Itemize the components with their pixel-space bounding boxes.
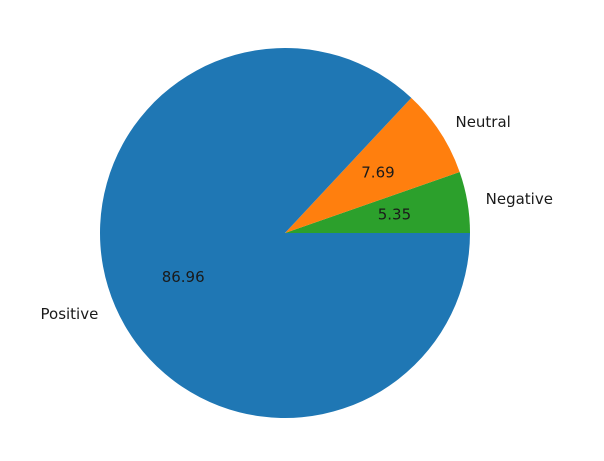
category-label-neutral: Neutral: [455, 113, 510, 131]
category-label-positive: Positive: [41, 305, 99, 323]
pie-slice-neutral: [285, 97, 460, 233]
pie-slice-positive: [100, 47, 471, 418]
value-label-positive: 86.96: [162, 268, 205, 286]
pie-slice-negative: [285, 171, 470, 233]
value-label-neutral: 7.69: [361, 163, 394, 181]
value-label-negative: 5.35: [378, 205, 411, 223]
pie-labels: Negative 5.35 Neutral 7.69 Positive 86.96: [41, 113, 553, 323]
pie-slices: [100, 47, 471, 418]
category-label-negative: Negative: [486, 190, 553, 208]
